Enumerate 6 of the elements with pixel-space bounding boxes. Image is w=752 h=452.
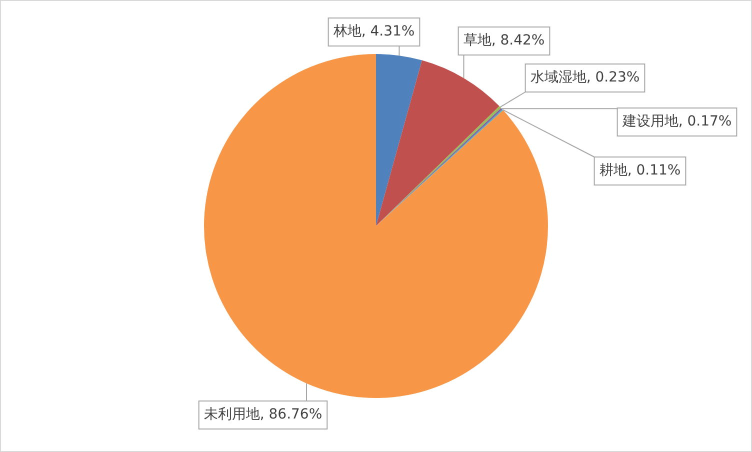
slice-label: 耕地, 0.11% — [599, 162, 681, 179]
slice-label: 未利用地, 86.76% — [204, 406, 322, 423]
slice-label: 草地, 8.42% — [463, 32, 545, 49]
slice-label: 林地, 4.31% — [332, 24, 415, 40]
slice-label: 水域湿地, 0.23% — [530, 70, 640, 86]
slice-label: 建设用地, 0.17% — [621, 114, 732, 130]
